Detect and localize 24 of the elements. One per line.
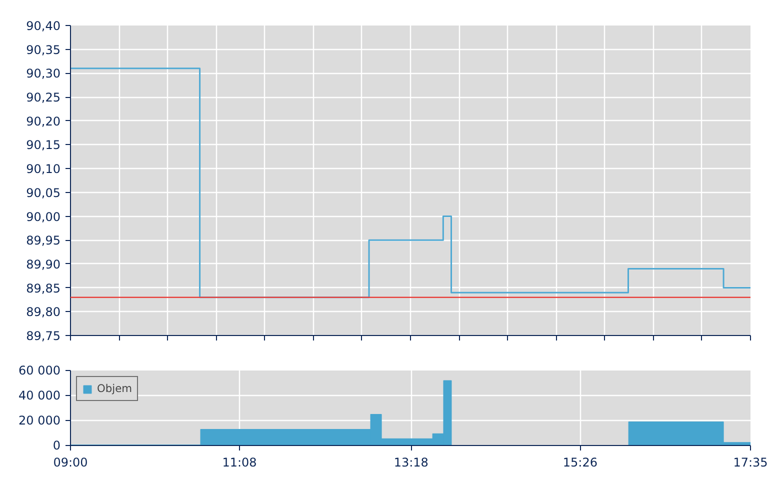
- y-tick-label: 90,15: [26, 138, 61, 152]
- y-tick-label: 90,20: [26, 114, 61, 128]
- y-tick-label: 89,75: [26, 329, 61, 343]
- y-tick-label: 90,30: [26, 66, 61, 81]
- y-tick-label: 0: [52, 438, 61, 452]
- x-tick-label: 17:35: [733, 456, 768, 470]
- y-tick-label: 89,80: [26, 305, 61, 320]
- y-tick-label: 89,85: [26, 281, 61, 296]
- y-tick-label: 90,40: [26, 19, 61, 33]
- y-tick-label: 90,00: [26, 210, 61, 224]
- x-tick-label: 15:26: [562, 456, 598, 470]
- y-tick-label: 60 000: [18, 364, 61, 378]
- x-tick-label: 09:00: [53, 456, 88, 470]
- y-tick-label: 89,95: [26, 234, 61, 248]
- y-tick-label: 90,25: [26, 90, 61, 105]
- y-tick-label: 90,35: [26, 42, 61, 57]
- legend-label: Objem: [97, 382, 132, 395]
- x-tick-label: 11:08: [222, 456, 257, 470]
- y-tick-label: 89,90: [26, 257, 61, 272]
- y-tick-label: 90,10: [26, 162, 61, 176]
- y-tick-label: 90,05: [26, 186, 61, 200]
- y-tick-label: 40 000: [18, 388, 61, 402]
- y-tick-label: 20 000: [18, 414, 61, 428]
- x-tick-label: 13:18: [394, 456, 428, 470]
